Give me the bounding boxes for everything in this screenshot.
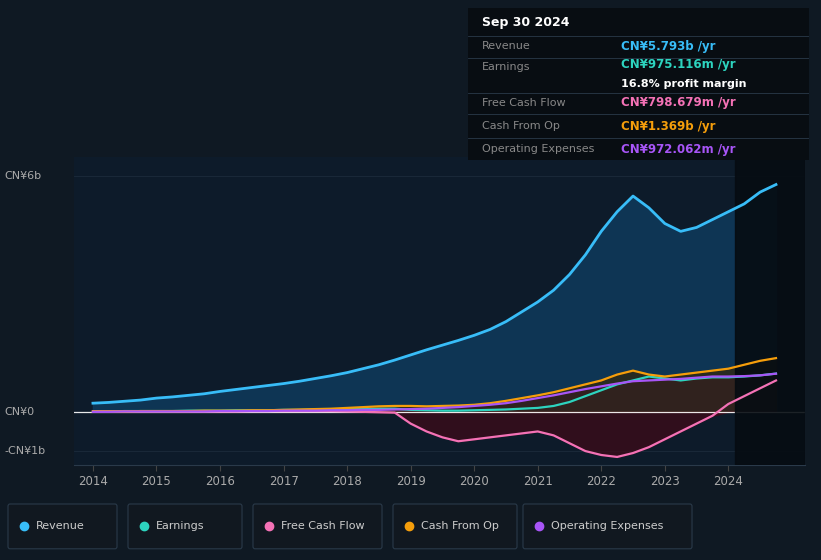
Text: Operating Expenses: Operating Expenses xyxy=(551,521,663,531)
Text: CN¥1.369b /yr: CN¥1.369b /yr xyxy=(621,120,716,133)
Bar xyxy=(735,157,805,465)
Text: 16.8% profit margin: 16.8% profit margin xyxy=(621,79,747,89)
Text: Free Cash Flow: Free Cash Flow xyxy=(281,521,365,531)
FancyBboxPatch shape xyxy=(128,504,242,549)
Text: Cash From Op: Cash From Op xyxy=(421,521,499,531)
FancyBboxPatch shape xyxy=(523,504,692,549)
Text: -CN¥1b: -CN¥1b xyxy=(4,446,45,456)
Text: CN¥972.062m /yr: CN¥972.062m /yr xyxy=(621,142,736,156)
Text: CN¥0: CN¥0 xyxy=(4,407,34,417)
Text: Revenue: Revenue xyxy=(482,41,530,51)
Text: Free Cash Flow: Free Cash Flow xyxy=(482,98,565,108)
Text: Sep 30 2024: Sep 30 2024 xyxy=(482,16,569,29)
Text: CN¥975.116m /yr: CN¥975.116m /yr xyxy=(621,58,736,71)
Text: CN¥6b: CN¥6b xyxy=(4,171,41,181)
Text: Earnings: Earnings xyxy=(156,521,204,531)
FancyBboxPatch shape xyxy=(8,504,117,549)
Text: CN¥798.679m /yr: CN¥798.679m /yr xyxy=(621,96,736,109)
FancyBboxPatch shape xyxy=(253,504,382,549)
Text: Cash From Op: Cash From Op xyxy=(482,122,559,132)
Text: Operating Expenses: Operating Expenses xyxy=(482,144,594,154)
Text: Revenue: Revenue xyxy=(36,521,85,531)
Text: Earnings: Earnings xyxy=(482,62,530,72)
FancyBboxPatch shape xyxy=(393,504,517,549)
Text: CN¥5.793b /yr: CN¥5.793b /yr xyxy=(621,40,716,53)
